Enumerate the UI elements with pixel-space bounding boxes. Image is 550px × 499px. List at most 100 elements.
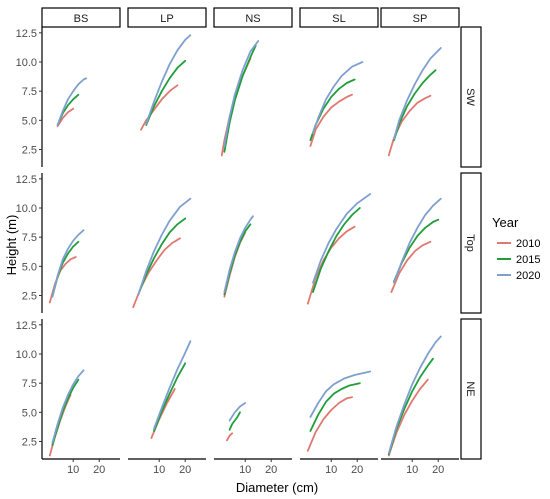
y-tick-label: 2.5 — [22, 291, 37, 303]
y-axis-ne: 2.5 5.0 7.5 10.0 12.5 — [16, 319, 43, 459]
x-tick-label: 20 — [432, 464, 444, 476]
series-line-2020 — [153, 340, 192, 430]
legend-label: 2010 — [516, 238, 540, 250]
series-line-2020 — [312, 193, 372, 284]
series-line-2010 — [306, 396, 353, 452]
series-line-2020 — [393, 197, 442, 284]
series-line-2010 — [140, 84, 179, 131]
series-line-2015 — [312, 207, 361, 293]
x-axis-sp: 10 20 — [381, 458, 459, 476]
y-axis-sw: 2.5 5.0 7.5 10.0 12.5 — [16, 27, 43, 167]
y-tick-label: 7.5 — [22, 378, 37, 390]
x-tick-label: 10 — [67, 464, 79, 476]
x-tick-label: 10 — [325, 464, 337, 476]
panel-top-sp — [390, 197, 442, 293]
panel-top-ns — [223, 215, 254, 298]
panel-ne-sl — [306, 370, 372, 452]
y-tick-label: 5.0 — [22, 115, 37, 127]
series-line-2010 — [387, 378, 429, 457]
y-tick-label: 5.0 — [22, 407, 37, 419]
x-tick-label: 20 — [93, 464, 105, 476]
series-line-2020 — [145, 34, 192, 125]
series-line-2015 — [223, 44, 257, 153]
legend-item-2010: 2010 — [497, 238, 540, 250]
facet-label: LP — [160, 13, 173, 25]
y-axis-top: 2.5 5.0 7.5 10.0 12.5 — [16, 173, 43, 313]
x-tick-label: 20 — [179, 464, 191, 476]
series-line-2020 — [223, 40, 260, 147]
x-tick-label: 10 — [239, 464, 251, 476]
y-tick-label: 12.5 — [16, 28, 37, 40]
x-axis-bs: 10 20 — [42, 458, 120, 476]
panel-ne-ns — [226, 402, 247, 442]
panel-top-bs — [48, 229, 85, 304]
series-line-2020 — [393, 47, 442, 140]
panel-ne-sp — [387, 335, 442, 457]
series-line-2020 — [228, 402, 247, 422]
y-axis-title: Height (m) — [4, 215, 19, 276]
y-tick-label: 10.0 — [16, 349, 37, 361]
x-tick-label: 20 — [265, 464, 277, 476]
y-tick-label: 5.0 — [22, 261, 37, 273]
legend-title: Year — [492, 215, 519, 230]
series-line-2015 — [137, 217, 187, 296]
x-axis-title: Diameter (cm) — [236, 480, 318, 495]
panel-top-sl — [306, 193, 372, 305]
facet-strip-ne: NE — [460, 318, 482, 460]
panel-sw-bs — [56, 77, 88, 128]
legend-label: 2015 — [516, 254, 540, 266]
series-line-2015 — [309, 382, 361, 432]
facet-label: NE — [464, 381, 476, 396]
facet-strip-sp: SP — [380, 7, 460, 28]
series-line-2020 — [51, 369, 85, 444]
facet-label: SW — [464, 88, 476, 106]
legend: Year 2010 2015 2020 — [492, 215, 540, 282]
y-tick-label: 12.5 — [16, 320, 37, 332]
facet-label: NS — [245, 13, 260, 25]
series-line-2010 — [390, 240, 432, 293]
series-line-2020 — [51, 229, 85, 298]
series-line-2020 — [312, 61, 364, 135]
y-tick-label: 7.5 — [22, 86, 37, 98]
panel-sw-ns — [220, 40, 260, 157]
facet-label: SP — [413, 13, 428, 25]
series-line-2020 — [223, 215, 254, 293]
x-tick-label: 20 — [351, 464, 363, 476]
x-tick-label: 10 — [153, 464, 165, 476]
series-line-2015 — [228, 411, 241, 431]
y-tick-label: 12.5 — [16, 174, 37, 186]
legend-item-2015: 2015 — [497, 254, 540, 266]
facet-strip-bs: BS — [41, 7, 121, 28]
facet-strip-sw: SW — [460, 26, 482, 168]
x-axis-ns: 10 20 — [214, 458, 292, 476]
series-line-2015 — [393, 69, 437, 142]
series-line-2015 — [153, 362, 187, 432]
series-line-2010 — [56, 107, 75, 128]
panel-ne-lp — [150, 340, 192, 439]
y-tick-label: 10.0 — [16, 57, 37, 69]
panel-sw-sp — [387, 47, 442, 157]
x-axis-lp: 10 20 — [128, 458, 206, 476]
series-line-2020 — [387, 335, 442, 455]
facet-strip-lp: LP — [127, 7, 207, 28]
series-line-2020 — [309, 370, 372, 418]
panel-top-lp — [132, 197, 192, 309]
series-line-2015 — [145, 59, 187, 126]
facet-strip-sl: SL — [299, 7, 379, 28]
y-tick-label: 10.0 — [16, 203, 37, 215]
series-line-2020 — [56, 77, 88, 126]
series-line-2010 — [309, 93, 353, 147]
panel-sw-lp — [140, 34, 192, 131]
panel-sw-sl — [309, 61, 364, 147]
y-tick-label: 7.5 — [22, 232, 37, 244]
series-line-2020 — [137, 197, 192, 296]
x-tick-label: 10 — [406, 464, 418, 476]
legend-item-2020: 2020 — [497, 270, 540, 282]
x-axis-sl: 10 20 — [300, 458, 378, 476]
facet-strip-top: Top — [460, 172, 482, 314]
legend-label: 2020 — [516, 270, 540, 282]
series-line-2010 — [226, 432, 234, 442]
facet-strip-ns: NS — [213, 7, 293, 28]
y-tick-label: 2.5 — [22, 437, 37, 449]
